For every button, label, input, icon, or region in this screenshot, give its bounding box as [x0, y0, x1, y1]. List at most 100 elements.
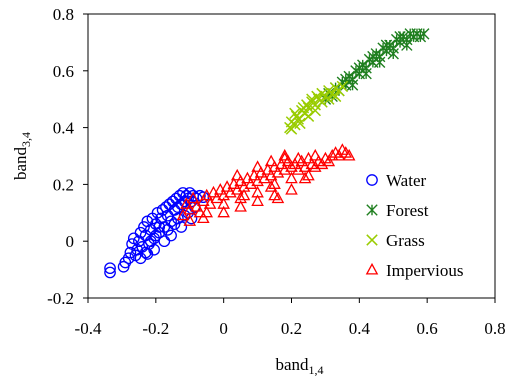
impervious-point [278, 151, 292, 164]
water-point [158, 235, 171, 248]
water-point [161, 223, 174, 236]
impervious-point [271, 191, 285, 204]
legend-label-impervious: Impervious [386, 261, 463, 280]
impervious-point [285, 171, 298, 184]
impervious-point [190, 200, 203, 212]
grass-point [316, 96, 328, 108]
impervious-point [342, 148, 356, 161]
impervious-point [322, 154, 336, 167]
impervious-point [203, 197, 217, 209]
impervious-point [180, 197, 193, 209]
impervious-point [230, 168, 244, 181]
grass-point [309, 104, 321, 117]
impervious-point [234, 200, 247, 212]
impervious-point [176, 208, 190, 221]
legend-marker-water [366, 174, 378, 186]
impervious-point [193, 205, 207, 218]
water-point [141, 248, 154, 260]
impervious-point [186, 191, 200, 204]
legend-label-forest: Forest [386, 201, 429, 220]
impervious-point [251, 160, 264, 172]
y-tick-label: 0.6 [53, 62, 74, 81]
y-axis-label: band3,4 [11, 132, 33, 180]
grass-point [294, 117, 306, 130]
impervious-point [325, 148, 339, 161]
water-point [160, 201, 172, 213]
x-tick-label: -0.2 [142, 319, 169, 338]
forest-point [380, 39, 393, 51]
legend-label-grass: Grass [386, 231, 425, 250]
water-point [134, 252, 147, 265]
grass-point [329, 90, 342, 103]
forest-point [353, 62, 366, 74]
impervious-point [200, 205, 213, 218]
y-tick-label: 0.8 [53, 5, 74, 24]
impervious-point [298, 171, 312, 184]
forest-point [373, 56, 386, 68]
x-tick-label: -0.4 [75, 319, 102, 338]
grass-point [302, 110, 315, 122]
forest-point [346, 79, 359, 91]
impervious-point [308, 148, 322, 161]
impervious-point [278, 148, 292, 161]
impervious-point [217, 205, 230, 218]
forest-point [418, 28, 430, 40]
y-tick-label: 0 [66, 232, 75, 251]
x-tick-label: 0.6 [417, 319, 438, 338]
water-point [104, 266, 116, 279]
x-tick-label: 0.8 [484, 319, 505, 338]
legend-marker-forest [366, 204, 378, 216]
series-water [104, 187, 210, 279]
forest-point [394, 31, 406, 43]
water-point [122, 252, 135, 265]
impervious-point [264, 154, 278, 167]
x-axis-label: band1,4 [275, 355, 323, 377]
y-tick-label: 0.2 [53, 175, 74, 194]
water-point [178, 195, 191, 208]
series-grass [284, 80, 349, 135]
grass-point [289, 107, 301, 120]
impervious-point [197, 194, 210, 206]
legend-marker-impervious [365, 262, 379, 275]
water-point [153, 221, 166, 233]
impervious-point [251, 194, 264, 206]
grass-point [323, 93, 335, 105]
water-point [148, 243, 160, 256]
grass-point [336, 80, 349, 93]
legend-item-forest: Forest [366, 201, 429, 220]
series-impervious [176, 143, 356, 226]
water-point [172, 201, 184, 213]
water-point [165, 229, 177, 242]
water-point [168, 218, 181, 231]
impervious-point [291, 151, 305, 164]
y-tick-label: 0.4 [53, 119, 75, 138]
impervious-point [183, 214, 197, 226]
y-tick-label: -0.2 [47, 289, 74, 308]
legend-item-grass: Grass [366, 231, 425, 250]
water-point [104, 262, 116, 275]
legend-label-water: Water [386, 171, 426, 190]
water-point [175, 221, 188, 233]
impervious-point [285, 183, 298, 195]
grass-point [302, 101, 315, 114]
legend-marker-grass [366, 234, 378, 246]
forest-point [367, 50, 379, 63]
impervious-point [197, 211, 210, 224]
x-tick-label: 0.2 [281, 319, 302, 338]
impervious-point [237, 188, 251, 201]
x-tick-label: 0.4 [349, 319, 371, 338]
x-tick-label: 0 [219, 319, 228, 338]
forest-point [401, 39, 413, 51]
legend-item-impervious: Impervious [365, 261, 463, 280]
series-forest [319, 28, 430, 105]
impervious-point [264, 180, 278, 192]
impervious-point [281, 154, 295, 167]
forest-point [360, 67, 372, 80]
grass-point [306, 93, 318, 105]
plot-frame [87, 13, 496, 299]
impervious-point [285, 160, 298, 172]
water-point [138, 221, 150, 233]
grass-point [285, 123, 298, 135]
forest-point [387, 48, 399, 60]
